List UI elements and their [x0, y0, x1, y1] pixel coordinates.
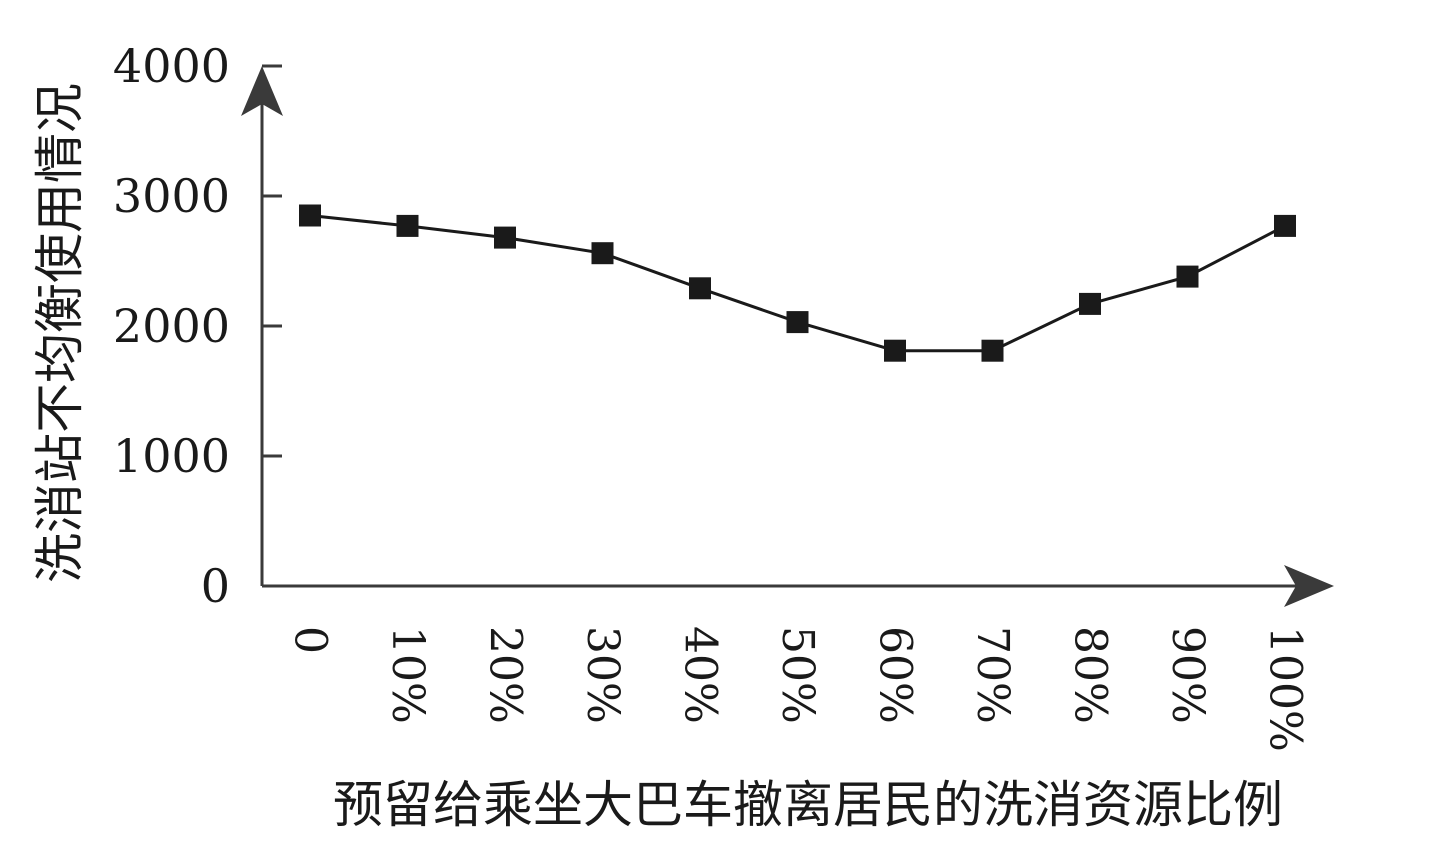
y-tick-label: 2000 [113, 299, 230, 353]
data-point [786, 311, 809, 334]
data-point [299, 204, 321, 227]
x-tick-label: 20% [480, 626, 531, 724]
data-point [1176, 265, 1199, 288]
data-point [396, 214, 419, 237]
x-tick-label: 80% [1065, 626, 1116, 724]
x-tick-label: 70% [967, 626, 1018, 724]
data-point [1079, 292, 1101, 315]
data-point [884, 339, 906, 362]
series-group [299, 204, 1296, 362]
data-point [981, 339, 1004, 362]
x-tick-label: 0 [285, 626, 336, 654]
y-tick-label: 1000 [113, 429, 230, 483]
y-axis-arrow [241, 66, 283, 116]
data-point [1274, 214, 1296, 237]
y-axis-label: 洗消站不均衡使用情况 [31, 83, 89, 583]
y-tick-label: 3000 [113, 169, 230, 223]
data-point [494, 226, 516, 249]
x-tick-label: 40% [675, 626, 726, 724]
x-tick-label: 30% [577, 626, 628, 724]
data-point [689, 277, 711, 300]
y-tick-label: 4000 [113, 39, 230, 93]
x-tick-label: 50% [772, 626, 823, 724]
x-axis-label: 预留给乘坐大巴车撤离居民的洗消资源比例 [333, 776, 1283, 834]
x-tick-label: 90% [1162, 626, 1213, 724]
y-tick-label: 0 [201, 559, 230, 613]
data-point [591, 242, 614, 265]
x-tick-label: 60% [870, 626, 921, 724]
x-axis-arrow [1284, 565, 1334, 607]
y-ticks: 0 1000 2000 3000 4000 [113, 39, 282, 613]
x-ticks: 0 10% 20% 30% 40% 50% 60% 70% 80% 90% 100% [285, 626, 1311, 752]
x-tick-label: 10% [382, 626, 433, 724]
x-tick-label: 100% [1260, 626, 1311, 752]
